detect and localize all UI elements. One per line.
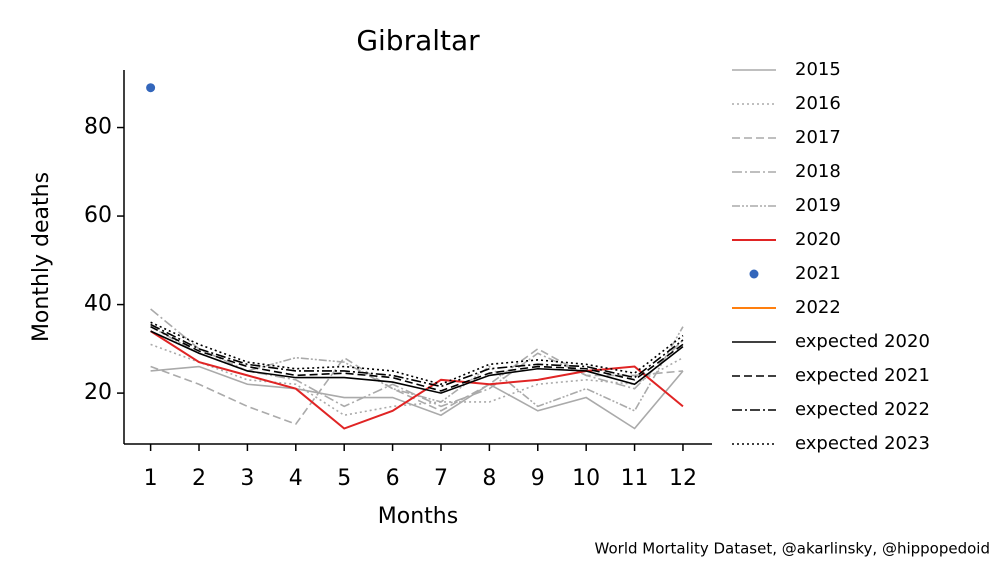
x-tick-label: 2 <box>192 466 206 491</box>
x-tick-label: 6 <box>386 466 400 491</box>
line <box>150 347 684 426</box>
x-tick-label: 3 <box>240 466 254 491</box>
legend-label: 2021 <box>795 263 841 284</box>
y-axis-label: Monthly deaths <box>29 172 54 342</box>
x-tick-label: 10 <box>572 466 600 491</box>
chart-title: Gibraltar <box>356 24 480 57</box>
line <box>150 308 684 408</box>
x-axis-label: Months <box>378 504 458 529</box>
legend-label: expected 2020 <box>795 331 930 352</box>
y-tick-label: 20 <box>84 380 112 405</box>
x-tick-label: 4 <box>289 466 303 491</box>
legend-label: expected 2021 <box>795 365 930 386</box>
line <box>150 330 684 394</box>
legend-label: 2020 <box>795 229 841 250</box>
x-tick-label: 7 <box>434 466 448 491</box>
line <box>150 321 684 386</box>
x-tick-label: 8 <box>482 466 496 491</box>
y-tick-label: 80 <box>84 115 112 140</box>
legend-marker <box>749 269 759 279</box>
line <box>150 323 684 388</box>
legend-label: 2019 <box>795 195 841 216</box>
point <box>146 83 156 93</box>
line <box>150 325 684 392</box>
legend-label: 2016 <box>795 93 841 114</box>
legend-label: expected 2022 <box>795 399 930 420</box>
legend-label: 2018 <box>795 161 841 182</box>
x-tick-label: 11 <box>621 466 649 491</box>
x-tick-label: 1 <box>144 466 158 491</box>
legend-label: 2015 <box>795 59 841 80</box>
line <box>150 365 684 430</box>
legend-label: expected 2023 <box>795 433 930 454</box>
caption: World Mortality Dataset, @akarlinsky, @h… <box>595 540 990 558</box>
x-tick-label: 5 <box>337 466 351 491</box>
x-tick-label: 12 <box>669 466 697 491</box>
x-tick-label: 9 <box>531 466 545 491</box>
y-tick-label: 40 <box>84 292 112 317</box>
legend-label: 2022 <box>795 297 841 318</box>
y-tick-label: 60 <box>84 203 112 228</box>
legend-label: 2017 <box>795 127 841 148</box>
